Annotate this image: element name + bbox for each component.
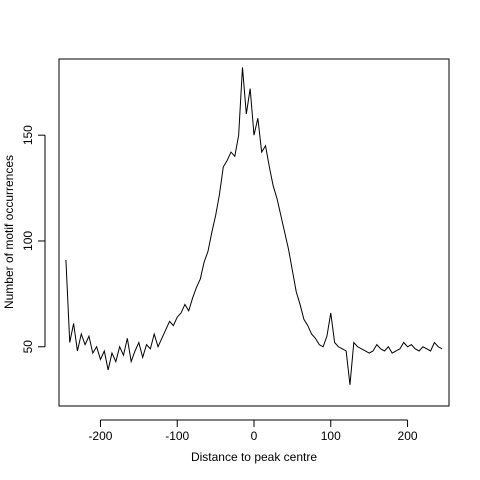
x-axis-label: Distance to peak centre xyxy=(191,450,317,464)
x-tick-label: -100 xyxy=(165,429,189,443)
axes: -200 -100 0 100 200 50 100 150 xyxy=(21,125,418,443)
x-tick-label: 0 xyxy=(251,429,258,443)
x-tick-label: 100 xyxy=(321,429,341,443)
y-tick-label: 100 xyxy=(21,231,35,251)
series-line xyxy=(65,67,443,385)
x-tick-label: 200 xyxy=(398,429,418,443)
y-tick-label: 50 xyxy=(21,340,35,354)
y-tick-label: 150 xyxy=(21,125,35,145)
y-axis-label: Number of motif occurrences xyxy=(2,155,16,309)
plot-frame xyxy=(58,58,450,407)
x-tick-label: -200 xyxy=(88,429,112,443)
